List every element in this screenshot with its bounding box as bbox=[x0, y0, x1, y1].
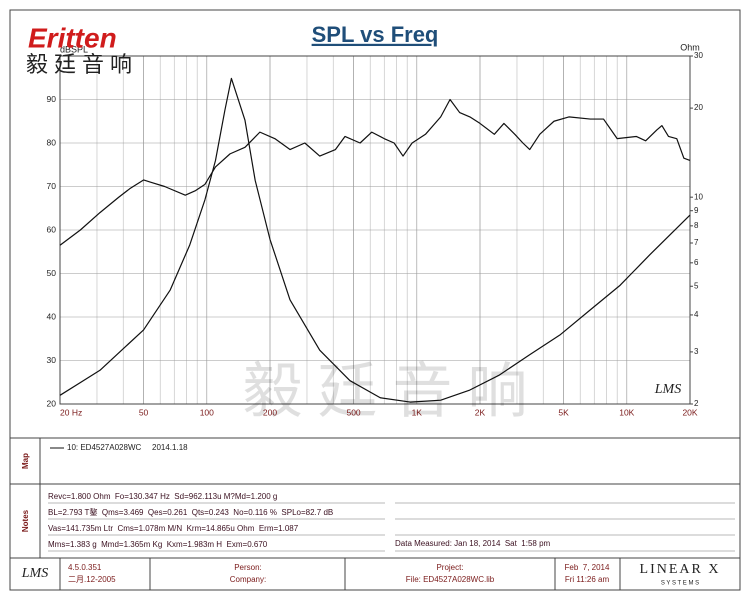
plot-grid bbox=[59, 56, 691, 405]
build: 二月.12-2005 bbox=[68, 575, 116, 584]
y-tick-label: 80 bbox=[47, 137, 57, 147]
y-axis-label: dBSPL bbox=[60, 44, 88, 54]
version: 4.5.0.351 bbox=[68, 563, 102, 572]
x-tick-label: 20K bbox=[682, 407, 697, 417]
file: File: ED4527A028WC.lib bbox=[406, 575, 495, 584]
x-tick-label: 500 bbox=[346, 407, 360, 417]
outer-frame bbox=[9, 9, 741, 591]
brand-chinese: 毅廷音响 bbox=[26, 52, 138, 77]
measured-date: Data Measured: Jan 18, 2014 Sat 1:58 pm bbox=[395, 539, 551, 548]
y2-axis-label: Ohm bbox=[680, 42, 700, 52]
y2-tick-label: 8 bbox=[694, 221, 699, 230]
y-tick-label: 90 bbox=[47, 94, 57, 104]
watermark: 毅 廷 音 响 bbox=[243, 359, 528, 425]
y2-tick-label: 20 bbox=[694, 103, 703, 112]
note-line: Vas=141.735m Ltr Cms=1.078m M/N Krm=14.8… bbox=[48, 524, 299, 533]
brand-logo: Eritten bbox=[28, 22, 117, 53]
note-line: Revc=1.800 Ohm Fo=130.347 Hz Sd=962.113u… bbox=[48, 492, 277, 501]
note-line: BL=2.793 T鏊 Qms=3.469 Qes=0.261 Qts=0.24… bbox=[48, 507, 333, 517]
project: Project: bbox=[436, 563, 463, 572]
legend-entry: 10: ED4527A028WC bbox=[67, 443, 141, 452]
y2-tick-label: 3 bbox=[694, 347, 699, 356]
x-tick-label: 10K bbox=[619, 407, 634, 417]
x-tick-label: 1K bbox=[412, 407, 423, 417]
chart-title: SPL vs Freq bbox=[312, 22, 439, 47]
x-tick-label: 50 bbox=[139, 407, 149, 417]
panel-label: Notes bbox=[21, 509, 30, 532]
y2-tick-label: 7 bbox=[694, 238, 699, 247]
x-tick-label: 2K bbox=[475, 407, 486, 417]
legend-date: 2014.1.18 bbox=[152, 443, 188, 452]
x-tick-label: 5K bbox=[558, 407, 569, 417]
time: Fri 11:26 am bbox=[565, 575, 610, 584]
y2-tick-label: 30 bbox=[694, 51, 703, 60]
x-tick-label: 20 Hz bbox=[60, 407, 82, 417]
company: Company: bbox=[230, 575, 266, 584]
y-tick-label: 40 bbox=[47, 311, 57, 321]
date: Feb 7, 2014 bbox=[565, 563, 610, 572]
corner-logo: LMS bbox=[654, 382, 681, 397]
footer-logo: LMS bbox=[21, 566, 48, 581]
y2-tick-label: 6 bbox=[694, 258, 699, 267]
y2-tick-label: 5 bbox=[694, 281, 699, 290]
y2-tick-label: 9 bbox=[694, 206, 699, 215]
y-tick-label: 70 bbox=[47, 181, 57, 191]
footer-brand-sub: S Y S T E M S bbox=[661, 581, 699, 587]
series-line bbox=[59, 98, 691, 246]
x-tick-label: 200 bbox=[263, 407, 277, 417]
plot-frame bbox=[59, 55, 691, 405]
note-line: Mms=1.383 g Mmd=1.365m Kg Kxm=1.983m H E… bbox=[48, 540, 268, 549]
x-tick-label: 100 bbox=[200, 407, 214, 417]
y-tick-label: 50 bbox=[47, 268, 57, 278]
y-tick-label: 30 bbox=[47, 355, 57, 365]
footer-brand: LINEAR X bbox=[640, 562, 721, 577]
person: Person: bbox=[234, 563, 262, 572]
y-tick-label: 60 bbox=[47, 224, 57, 234]
panel-label: Map bbox=[21, 453, 30, 469]
y2-tick-label: 2 bbox=[694, 399, 699, 408]
notes: Revc=1.800 Ohm Fo=130.347 Hz Sd=962.113u… bbox=[48, 492, 735, 552]
series-line bbox=[59, 77, 691, 403]
y2-tick-label: 4 bbox=[694, 310, 699, 319]
footer-cells bbox=[59, 558, 621, 590]
y-tick-label: 20 bbox=[47, 398, 57, 408]
y2-tick-label: 10 bbox=[694, 192, 703, 201]
